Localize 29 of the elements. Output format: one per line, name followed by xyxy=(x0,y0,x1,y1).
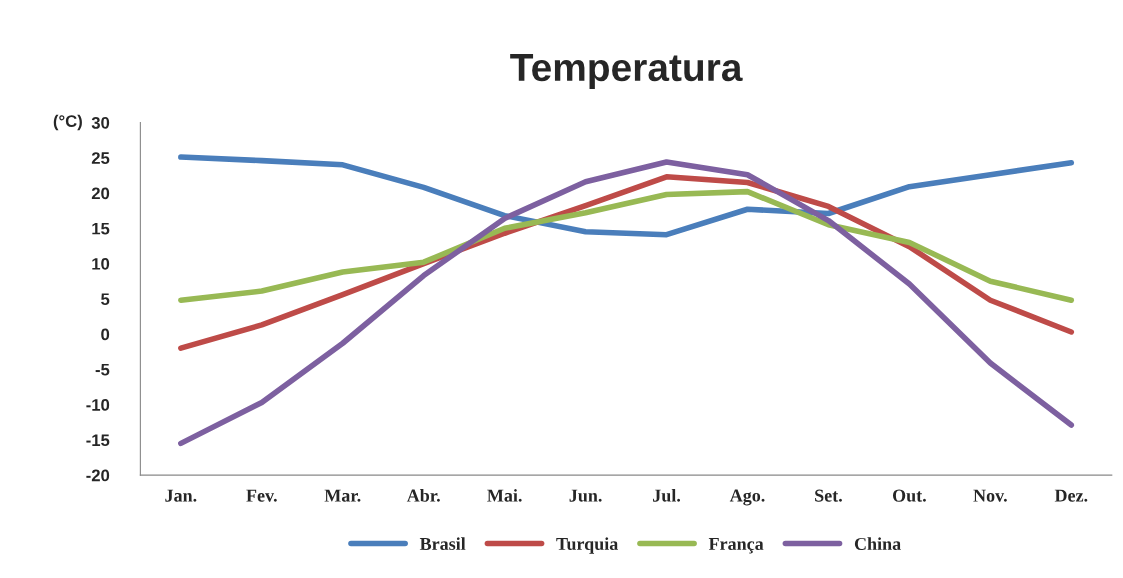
legend-label: Turquia xyxy=(556,537,619,554)
x-tick-label: Abr. xyxy=(406,489,440,502)
y-tick-label: 10 xyxy=(92,257,110,270)
x-tick-label: Set. xyxy=(815,489,842,502)
x-tick-label: Out. xyxy=(892,489,926,502)
x-tick-label: Jun. xyxy=(569,489,602,502)
x-tick-label: Dez. xyxy=(1054,489,1088,502)
legend-label: França xyxy=(708,538,764,554)
y-tick-label: -20 xyxy=(86,469,110,482)
y-tick-label: 25 xyxy=(91,152,110,164)
x-tick-label: Jul. xyxy=(653,489,681,502)
y-tick-label: 20 xyxy=(91,187,110,200)
legend-label: China xyxy=(854,537,901,551)
legend-label: Brasil xyxy=(419,537,466,551)
y-tick-label: -10 xyxy=(86,399,110,411)
y-tick-label: -5 xyxy=(95,363,110,376)
y-tick-label: 15 xyxy=(92,222,110,235)
x-tick-label: Jan. xyxy=(165,489,197,502)
y-tick-label: 30 xyxy=(91,116,110,129)
y-tick-label: 5 xyxy=(101,293,110,306)
x-tick-label: Fev. xyxy=(246,489,277,502)
x-tick-label: Mai. xyxy=(487,489,522,502)
x-tick-label: Nov. xyxy=(973,489,1007,502)
x-tick-label: Ago. xyxy=(729,489,765,506)
y-axis-title: (°C) xyxy=(53,114,82,131)
chart-title: Temperatura xyxy=(510,54,743,89)
y-tick-label: 0 xyxy=(101,328,110,341)
x-tick-label: Mar. xyxy=(324,489,361,502)
y-tick-label: -15 xyxy=(86,434,110,447)
